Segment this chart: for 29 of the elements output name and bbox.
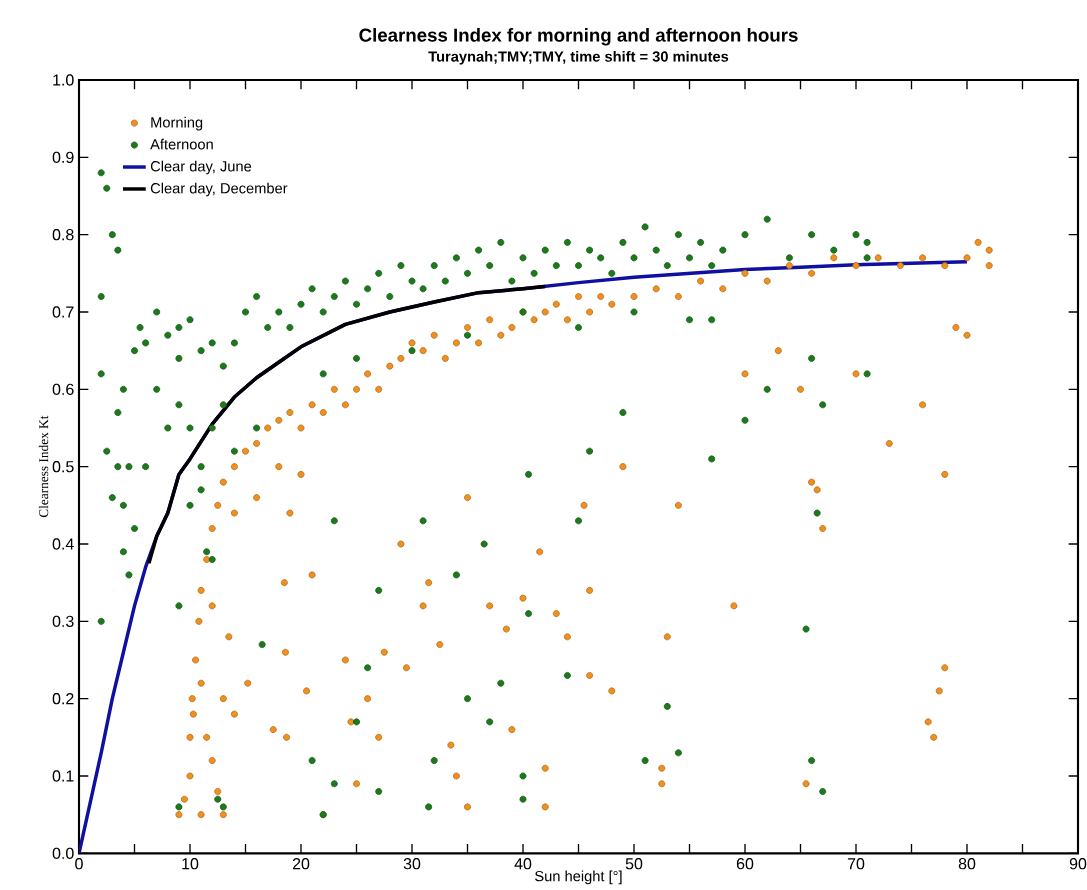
legend-label: Morning <box>151 116 203 131</box>
x-tick-label: 90 <box>1069 858 1087 870</box>
x-tick-label: 70 <box>847 858 865 870</box>
y-tick-label: 0.5 <box>52 461 74 473</box>
y-tick-label: 0.7 <box>52 306 74 318</box>
x-tick-label: 30 <box>403 858 421 870</box>
y-tick-label: 0.4 <box>52 538 74 550</box>
y-tick-label: 0.0 <box>52 847 74 859</box>
legend-label: Afternoon <box>150 138 213 150</box>
x-tick-label: 0 <box>75 858 83 870</box>
y-tick-label: 0.2 <box>52 693 74 705</box>
y-tick-label: 0.1 <box>52 770 74 782</box>
x-tick-label: 50 <box>625 858 643 870</box>
y-tick-label: 0.8 <box>52 229 74 241</box>
x-tick-label: 60 <box>736 858 754 870</box>
legend-label: Clear day, June <box>150 160 252 175</box>
x-tick-label: 80 <box>958 858 976 870</box>
y-axis-title: Clearness Index Kt <box>38 415 49 518</box>
chart-subtitle: Turaynah;TMY;TMY, time shift = 30 minutes <box>428 50 729 65</box>
y-tick-label: 1.0 <box>53 74 74 86</box>
legend-label: Clear day, December <box>150 182 288 197</box>
x-tick-label: 10 <box>182 858 199 870</box>
chart-title: Clearness Index for morning and afternoon hours <box>359 28 798 46</box>
x-axis-title: Sun height [°] <box>535 870 622 885</box>
x-tick-label: 20 <box>292 858 310 870</box>
y-tick-label: 0.3 <box>52 615 74 627</box>
x-tick-label: 40 <box>514 858 532 870</box>
y-tick-label: 0.9 <box>52 151 74 163</box>
y-tick-label: 0.6 <box>52 383 74 395</box>
